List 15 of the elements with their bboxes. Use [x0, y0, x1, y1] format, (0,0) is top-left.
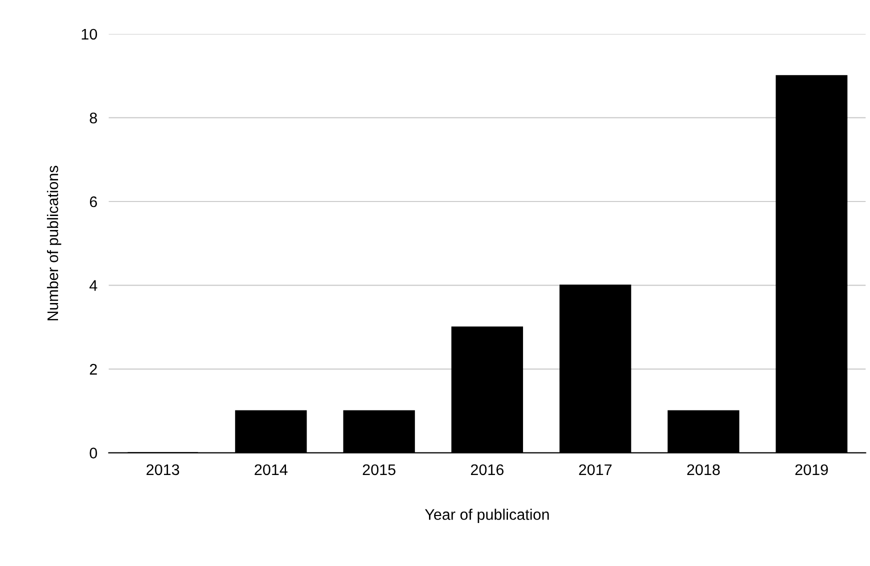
x-tick-label: 2018 — [687, 464, 720, 476]
y-tick-label: 8 — [90, 112, 97, 124]
y-tick-label: 0 — [90, 448, 98, 458]
x-axis-title: Year of publication — [424, 508, 549, 523]
y-tick-label: 2 — [90, 364, 97, 375]
y-axis-title: Number of publications — [46, 166, 62, 320]
y-tick-label: 10 — [82, 28, 98, 40]
y-tick-label: 4 — [89, 280, 98, 291]
x-tick-label: 2019 — [795, 464, 828, 476]
y-tick-label: 6 — [90, 196, 97, 208]
x-tick-label: 2013 — [146, 464, 180, 476]
x-tick-label: 2017 — [579, 464, 612, 476]
x-tick-label: 2015 — [362, 464, 396, 476]
x-tick-label: 2016 — [470, 464, 504, 476]
x-tick-label: 2014 — [254, 464, 288, 476]
